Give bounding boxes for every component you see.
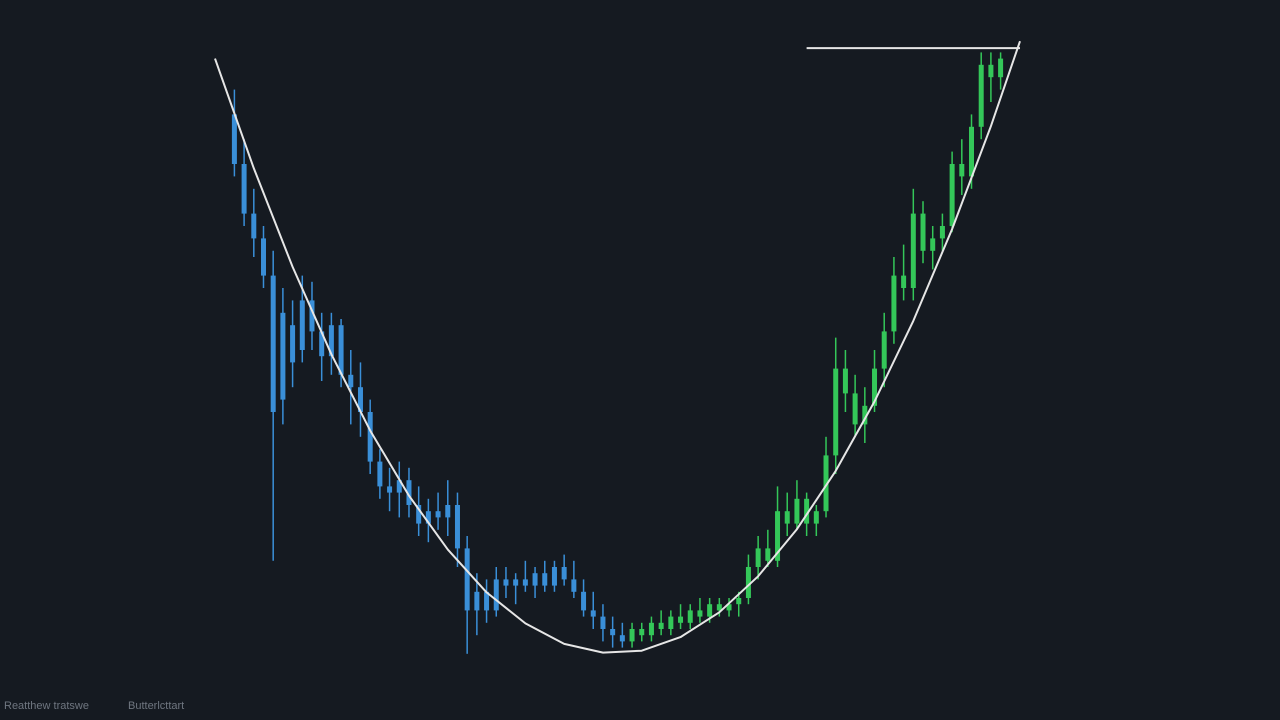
- candle-body: [445, 505, 451, 518]
- candle-body: [775, 511, 781, 561]
- candle-body: [532, 573, 538, 586]
- candle-body: [454, 505, 460, 549]
- candle-body: [260, 238, 266, 276]
- candle-body: [581, 591, 587, 611]
- candle-body: [290, 325, 296, 363]
- candle-body: [736, 598, 742, 605]
- candle-body: [406, 480, 412, 505]
- candle-body: [416, 505, 422, 524]
- candle-body: [658, 622, 664, 629]
- candle-body: [551, 567, 557, 586]
- candle-body: [522, 579, 528, 586]
- candle-body: [561, 567, 567, 580]
- candle-body: [930, 238, 936, 251]
- candle-body: [493, 579, 499, 611]
- candle-body: [610, 629, 616, 636]
- candle-body: [503, 579, 509, 586]
- candle-body: [590, 610, 596, 617]
- candle-body: [949, 164, 955, 226]
- candle-body: [833, 368, 839, 456]
- candle-body: [978, 64, 984, 127]
- candle-body: [464, 548, 470, 611]
- candle-body: [872, 368, 878, 406]
- candle-body: [823, 455, 829, 512]
- candle-body: [755, 548, 761, 567]
- candle-body: [387, 486, 393, 493]
- candle-body: [513, 579, 519, 586]
- candle-body: [377, 461, 383, 487]
- candle-body: [319, 331, 325, 357]
- candle-body: [678, 616, 684, 623]
- candle-body: [784, 511, 790, 524]
- candle-body: [639, 629, 645, 636]
- candle-body: [804, 498, 810, 524]
- candle-body: [357, 387, 363, 412]
- candle-body: [600, 616, 606, 629]
- footer-text: Butterlcttart: [128, 700, 184, 712]
- candle-body: [697, 610, 703, 617]
- candle-body: [862, 405, 868, 425]
- candle-body: [328, 325, 334, 357]
- candle-body: [484, 591, 490, 611]
- candle-body: [716, 604, 722, 611]
- candle-body: [348, 374, 354, 388]
- candle-body: [542, 573, 548, 586]
- candle-body: [988, 64, 994, 78]
- candle-body: [687, 610, 693, 623]
- candle-body: [270, 275, 276, 412]
- candle-body: [619, 635, 625, 642]
- candle-body: [726, 604, 732, 611]
- candle-body: [338, 325, 344, 375]
- candle-body: [765, 548, 771, 561]
- candle-body: [435, 511, 441, 518]
- candle-body: [707, 604, 713, 617]
- candle-body: [367, 412, 373, 462]
- candle-body: [881, 331, 887, 369]
- candle-body: [425, 511, 431, 524]
- candle-body: [571, 579, 577, 592]
- candle-body: [910, 213, 916, 288]
- candle-body: [629, 629, 635, 642]
- candle-body: [668, 616, 674, 629]
- candle-body: [280, 312, 286, 400]
- candle-body: [299, 300, 305, 350]
- candle-body: [998, 58, 1004, 78]
- candle-body: [969, 126, 975, 177]
- candle-body: [939, 226, 945, 239]
- candle-body: [842, 368, 848, 394]
- candle-body: [891, 275, 897, 332]
- cup-curve: [214, 40, 1021, 654]
- candle-body: [396, 480, 402, 493]
- candle-body: [959, 164, 965, 177]
- candle-body: [852, 393, 858, 425]
- footer-text: Reatthew tratswe: [4, 700, 89, 712]
- candle-body: [920, 213, 926, 251]
- candle-body: [231, 114, 237, 164]
- candle-body: [648, 622, 654, 636]
- candle-body: [309, 300, 315, 332]
- candle-body: [474, 591, 480, 611]
- candle-body: [813, 511, 819, 524]
- candle-body: [901, 275, 907, 288]
- candle-body: [251, 213, 257, 239]
- candle-body: [745, 567, 751, 598]
- candle-body: [241, 164, 247, 214]
- candle-body: [794, 498, 800, 524]
